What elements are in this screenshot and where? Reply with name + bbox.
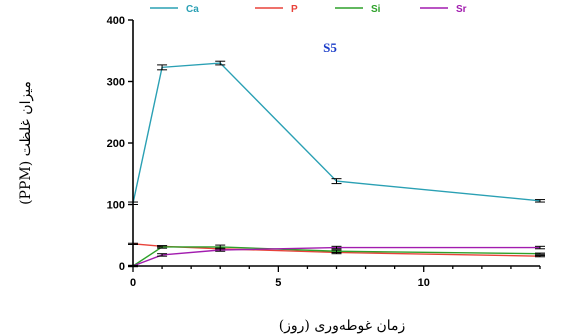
x-ticks: 0 5 10 — [130, 266, 541, 289]
error-bar — [535, 245, 545, 250]
legend-label: Sr — [456, 4, 467, 15]
error-bar — [331, 178, 342, 185]
error-bar — [331, 245, 342, 250]
error-bar — [215, 60, 226, 66]
series-ca — [128, 60, 545, 205]
legend-item-si: Si — [335, 4, 381, 15]
error-bar — [157, 64, 168, 71]
error-bar — [215, 248, 226, 252]
error-bar — [535, 252, 545, 255]
x-tick-label: 0 — [130, 277, 136, 289]
legend: Ca P Si Sr — [150, 4, 467, 15]
y-axis-title: میزان غلظت (PPM) — [18, 81, 34, 205]
legend-label: Ca — [186, 4, 199, 15]
y-tick-label: 400 — [107, 15, 125, 27]
y-tick-label: 200 — [107, 138, 125, 150]
y-tick-label: 100 — [107, 200, 125, 212]
error-bar — [331, 249, 342, 253]
error-bar — [157, 253, 168, 257]
legend-item-sr: Sr — [420, 4, 467, 15]
legend-item-p: P — [255, 4, 298, 15]
legend-label: P — [291, 4, 298, 15]
x-axis-title: زمان غوطه‌وری (روز) — [279, 318, 406, 334]
y-tick-label: 300 — [107, 77, 125, 89]
error-bar — [535, 255, 545, 258]
error-bar — [535, 199, 545, 203]
legend-item-ca: Ca — [150, 4, 199, 15]
error-bar — [157, 245, 168, 249]
x-tick-label: 5 — [275, 277, 281, 289]
y-ticks: 0 100 200 300 400 — [107, 15, 133, 273]
y-tick-label: 0 — [119, 261, 125, 273]
x-tick-label: 10 — [418, 277, 430, 289]
plot-area — [128, 60, 545, 268]
legend-label: Si — [371, 4, 381, 15]
sample-annotation: S5 — [323, 40, 337, 55]
series-sr — [128, 245, 545, 268]
